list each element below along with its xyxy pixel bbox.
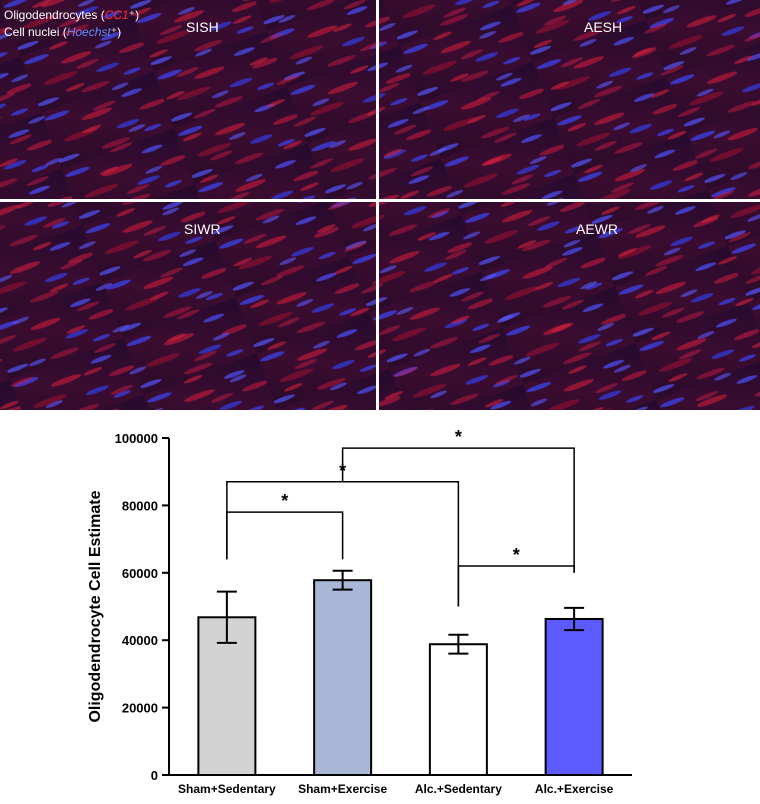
panel-aesh: AESH (379, 0, 760, 199)
y-axis-label: Oligodendrocyte Cell Estimate (87, 490, 104, 722)
x-tick-label: Sham+Exercise (298, 782, 387, 796)
panel-aewr: AEWR (379, 202, 760, 410)
significance-bracket (226, 511, 344, 560)
significance-bracket (341, 447, 575, 573)
panel-label-aewr: AEWR (576, 221, 618, 237)
bars (197, 579, 604, 776)
y-tick-label: 60000 (122, 566, 158, 581)
y-axis: 0 20000 40000 60000 80000 100000 (115, 431, 170, 783)
bar (313, 579, 373, 776)
significance-bracket (457, 565, 575, 607)
panel-label-aesh: AESH (584, 19, 622, 35)
legend-cell-nuclei: Cell nuclei (Hoechst⁺) (4, 25, 121, 39)
panel-label-siwr: SIWR (184, 221, 221, 237)
significance-star: * (455, 427, 462, 447)
significance-star: * (513, 545, 520, 565)
x-axis: Sham+Sedentary Sham+Exercise Alc.+Sedentar… (169, 774, 632, 796)
micrograph-panels: SISH AESH SIWR AEWR Oligodendrocytes (CC… (0, 0, 760, 410)
x-tick-label: Alc.+Sedentary (415, 782, 502, 796)
panel-label-sish: SISH (186, 19, 219, 35)
y-tick-label: 100000 (115, 431, 158, 446)
y-tick-label: 40000 (122, 633, 158, 648)
y-tick-label: 80000 (122, 498, 158, 513)
error-bars (216, 569, 585, 655)
significance-brackets: **** (226, 427, 575, 607)
panel-siwr: SIWR (0, 202, 376, 410)
significance-star: * (281, 491, 288, 511)
legend-oligodendrocytes: Oligodendrocytes (CC1⁺) (4, 8, 139, 22)
bar (428, 643, 488, 776)
y-tick-label: 20000 (122, 701, 158, 716)
bar (544, 617, 604, 776)
y-tick-label: 0 (151, 768, 158, 783)
panel-sish: SISH (0, 0, 376, 199)
x-tick-label: Sham+Sedentary (178, 782, 276, 796)
stain-legend: Oligodendrocytes (CC1⁺) Cell nuclei (Hoe… (4, 8, 139, 39)
x-tick-label: Alc.+Exercise (535, 782, 614, 796)
